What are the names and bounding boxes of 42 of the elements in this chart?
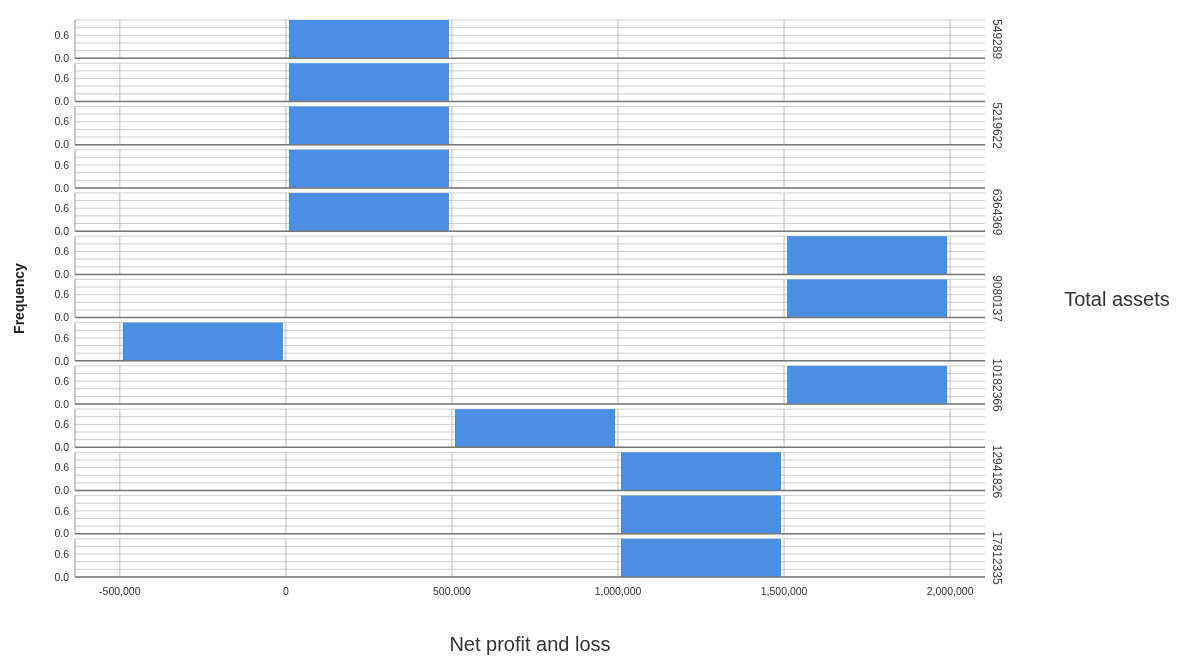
y-tick-label: 0.6 [54, 331, 70, 344]
y-tick-label: 0.6 [54, 115, 70, 128]
x-tick-label: -500,000 [99, 585, 141, 597]
y2-axis-title: 5219622 [990, 102, 1004, 150]
y-tick-label: 0.0 [54, 570, 70, 583]
y2-axis-title: 9080137 [990, 275, 1004, 323]
x-tick-label: 1,000,000 [594, 585, 642, 597]
y-tick-label: 0.6 [54, 158, 70, 171]
y-tick-label: 0.0 [54, 397, 70, 410]
y2-axis-title: 12941826 [990, 444, 1004, 499]
y-tick-label: 0.6 [54, 418, 70, 431]
x-tick-label: 2,000,000 [926, 585, 974, 597]
y-tick-label: 0.6 [54, 201, 70, 214]
y-tick-label: 0.0 [54, 440, 70, 453]
y-tick-label: 0.6 [54, 288, 70, 301]
y-tick-label: 0.6 [54, 461, 70, 474]
y-tick-label: 0.6 [54, 547, 70, 560]
y-tick-label: 0.0 [54, 484, 70, 497]
text: Total assets [1064, 287, 1170, 310]
y-tick-label: 0.6 [54, 374, 70, 387]
x-axis-title: Net profit and loss [449, 633, 611, 655]
y-tick-label: 0.6 [54, 504, 70, 517]
y2-axis-title: 17812335 [990, 531, 1004, 585]
y-tick-label: 0.6 [54, 245, 70, 258]
y-tick-label: 0.0 [54, 311, 70, 324]
x-tick-label: 500,000 [432, 585, 472, 597]
y-tick-label: 0.0 [54, 268, 70, 281]
y-tick-label: 0.0 [54, 51, 70, 64]
y-tick-label: 0.0 [54, 527, 70, 540]
y-tick-label: 0.0 [54, 354, 70, 367]
y2-axis-title: 10182366 [990, 358, 1004, 412]
y-tick-label: 0.6 [54, 28, 70, 41]
y2-axis-title: 549289 [990, 19, 1004, 60]
y-tick-label: 0.6 [54, 72, 70, 85]
x-tick-label: 0 [282, 585, 289, 597]
y-tick-label: 0.0 [54, 95, 70, 108]
y-tick-label: 0.0 [54, 224, 70, 237]
y-tick-label: 0.0 [54, 138, 70, 151]
y2-axis-title: 6364369 [990, 188, 1004, 236]
x-tick-label: 1,500,000 [760, 585, 808, 597]
y-axis-title: Frequency [11, 262, 27, 334]
y-tick-label: 0.0 [54, 181, 70, 194]
